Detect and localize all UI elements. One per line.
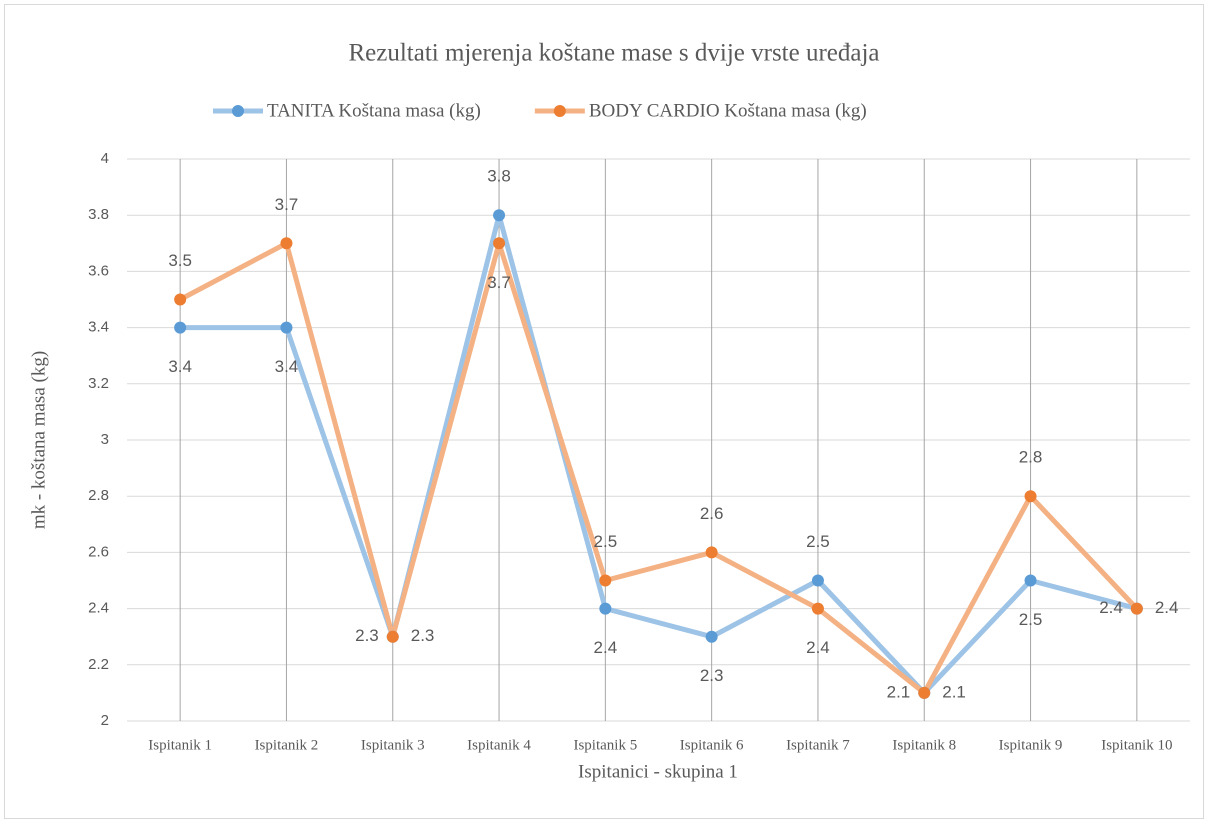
y-tick-label: 4: [101, 150, 109, 167]
data-point: [280, 237, 293, 250]
data-label: 3.5: [168, 251, 192, 270]
data-point: [1024, 490, 1037, 503]
data-label: 2.3: [700, 666, 724, 685]
data-point: [174, 321, 187, 334]
y-tick-label: 3.4: [88, 319, 109, 336]
data-label: 2.4: [806, 638, 830, 657]
data-point: [705, 630, 718, 643]
data-label: 2.4: [1155, 598, 1179, 617]
data-point: [811, 602, 824, 615]
y-tick-label: 3.8: [88, 206, 109, 223]
legend-marker: [553, 105, 566, 117]
x-tick-label: Ispitanik 7: [786, 737, 850, 753]
data-point: [811, 574, 824, 587]
x-tick-label: Ispitanik 4: [467, 737, 531, 753]
data-point: [705, 546, 718, 559]
series-line: [178, 240, 1139, 696]
y-tick-label: 2.4: [88, 600, 109, 617]
data-label: 3.4: [275, 357, 299, 376]
x-tick-label: Ispitanik 1: [148, 737, 212, 753]
y-tick-label: 2.8: [88, 487, 109, 504]
data-label: 3.7: [275, 195, 299, 214]
x-tick-label: Ispitanik 3: [361, 737, 425, 753]
legend-marker: [232, 105, 244, 117]
x-tick-label: Ispitanik 10: [1101, 737, 1172, 753]
data-label: 2.6: [700, 504, 724, 523]
data-label: 3.8: [487, 167, 511, 186]
data-label: 3.7: [487, 273, 511, 292]
data-label: 2.8: [1019, 448, 1043, 467]
data-label: 2.3: [411, 626, 435, 645]
data-label: 3.4: [168, 357, 192, 376]
y-tick-label: 3.2: [88, 375, 109, 392]
legend-label: BODY CARDIO Koštana masa (kg): [589, 100, 867, 121]
data-label: 2.5: [594, 532, 618, 551]
data-point: [493, 209, 506, 222]
x-tick-label: Ispitanik 8: [892, 737, 956, 753]
data-point: [918, 686, 931, 699]
legend-label: TANITA Koštana masa (kg): [267, 100, 481, 121]
y-axis-label: mk - koštana masa (kg): [28, 351, 49, 529]
x-tick-label: Ispitanik 5: [573, 737, 637, 753]
data-point: [599, 602, 612, 615]
data-point: [599, 574, 612, 587]
y-tick-label: 3: [101, 431, 109, 448]
data-point: [280, 321, 293, 334]
data-label: 2.4: [1099, 598, 1123, 617]
data-point: [386, 630, 399, 643]
y-tick-label: 2: [101, 712, 109, 729]
x-tick-label: Ispitanik 9: [999, 737, 1063, 753]
data-label: 2.1: [887, 682, 911, 701]
data-label: 2.1: [942, 682, 966, 701]
data-point: [174, 293, 187, 306]
x-tick-label: Ispitanik 6: [680, 737, 744, 753]
chart-border: [4, 4, 1204, 819]
data-point: [1130, 602, 1143, 615]
data-point: [1024, 574, 1037, 587]
x-axis-label: Ispitanici - skupina 1: [578, 761, 738, 782]
y-tick-label: 2.2: [88, 656, 109, 673]
y-tick-label: 2.6: [88, 543, 109, 560]
data-point: [493, 237, 506, 250]
x-tick-label: Ispitanik 2: [255, 737, 319, 753]
y-tick-label: 3.6: [88, 262, 109, 279]
data-label: 2.4: [594, 638, 618, 657]
data-label: 2.3: [355, 626, 379, 645]
series-line: [180, 212, 1138, 696]
data-label: 2.5: [806, 532, 830, 551]
data-label: 2.5: [1019, 610, 1043, 629]
chart-title: Rezultati mjerenja koštane mase s dvije …: [348, 40, 879, 67]
